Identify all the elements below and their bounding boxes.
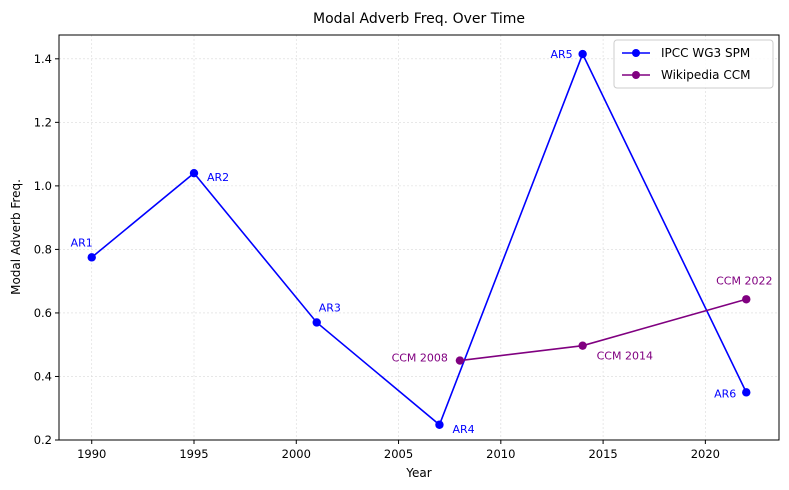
data-point-wikipedia [455,356,465,365]
x-tick-label: 2000 [282,447,311,461]
point-label-ipcc: AR1 [71,236,93,249]
legend-box [613,39,774,89]
chart-title: Modal Adverb Freq. Over Time [313,11,525,27]
series-line-ipcc [91,52,747,427]
data-point-ipcc [435,420,444,429]
data-point-wikipedia [578,341,587,350]
point-label-wikipedia: CCM 2022 [716,274,772,287]
data-point-ipcc [87,253,96,262]
axes [58,34,780,441]
series [87,49,751,429]
y-tick-label: 0.2 [34,433,52,447]
y-tick-label: 1.4 [34,52,52,66]
data-point-ipcc [189,168,199,178]
legend-marker-ipcc [632,49,640,57]
y-tick-label: 0.4 [34,369,52,383]
data-point-wikipedia [742,295,751,304]
legend-label-wikipedia: Wikipedia CCM [661,68,750,82]
legend: IPCC WG3 SPM Wikipedia CCM [613,39,774,89]
y-axis-label: Modal Adverb Freq. [9,179,23,295]
x-tick-label: 1990 [77,447,106,461]
x-tick-label: 2010 [486,447,515,461]
x-tick-label: 2020 [691,447,720,461]
ticks: 1990 1995 2000 2005 2010 2015 2020 0.2 0.4 0.6 0.8… [34,52,720,461]
point-label-wikipedia: CCM 2014 [597,350,653,363]
x-tick-label: 1995 [179,447,208,461]
point-label-ipcc: AR3 [319,301,341,314]
point-label-ipcc: AR5 [550,48,572,61]
legend-marker-wikipedia [632,71,640,79]
plot-frame [58,34,780,441]
y-tick-label: 1.0 [34,179,52,193]
point-label-ipcc: AR2 [207,171,229,184]
data-point-ipcc [742,388,751,397]
y-tick-label: 0.8 [34,242,52,256]
point-label-wikipedia: CCM 2008 [392,352,448,365]
y-tick-label: 1.2 [34,115,52,129]
y-tick-label: 0.6 [34,306,52,320]
point-label-ipcc: AR6 [714,387,736,400]
data-point-ipcc [578,49,587,59]
point-label-ipcc: AR4 [452,423,474,436]
x-tick-label: 2005 [384,447,413,461]
point-labels: AR1 AR2 AR3 AR4 AR5 AR6 CCM 2008 CCM 2014 CCM 20… [71,48,773,436]
data-point-ipcc [312,318,321,327]
x-tick-label: 2015 [588,447,617,461]
legend-label-ipcc: IPCC WG3 SPM [661,46,750,60]
x-axis-label: Year [405,466,431,480]
